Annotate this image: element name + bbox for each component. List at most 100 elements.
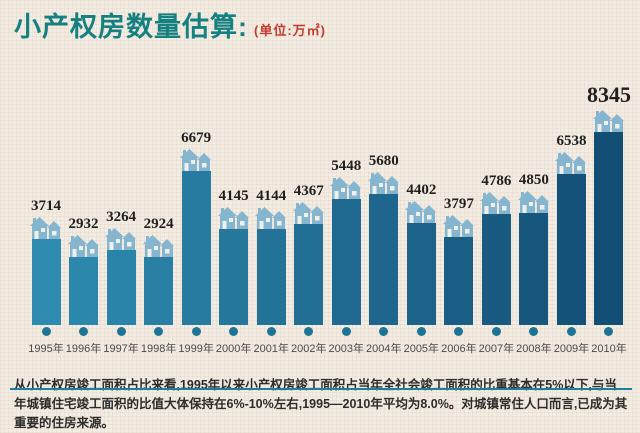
bar-stack: 4144 (255, 58, 287, 325)
axis-dot (116, 327, 126, 336)
bar-stack: 4850 (517, 58, 550, 325)
house-icon (367, 172, 399, 194)
value-label: 4367 (293, 183, 324, 199)
axis-dot (41, 327, 51, 336)
bar-column: 4367 2002年 (290, 58, 327, 356)
house-icon (217, 207, 249, 229)
value-label: 5680 (368, 153, 399, 169)
value-label: 8345 (586, 82, 631, 107)
page-title: 小产权房数量估算: (14, 12, 248, 42)
house-icon (30, 217, 61, 239)
year-label: 2001年 (253, 343, 289, 355)
year-label: 1999年 (178, 343, 214, 355)
bar-stack: 3714 (30, 58, 62, 325)
value-label: 4144 (256, 188, 287, 204)
bar (69, 257, 99, 325)
bar (106, 250, 136, 325)
year-label: 2002年 (290, 343, 327, 355)
house-icon (480, 192, 512, 214)
axis-dot (566, 327, 576, 336)
year-label: 2006年 (441, 343, 477, 355)
bar (481, 214, 511, 325)
bar-column: 4786 2007年 (479, 58, 514, 356)
house-icon (555, 152, 587, 174)
axis-dot (341, 327, 351, 336)
bar-stack: 5680 (367, 58, 400, 325)
axis-dot (416, 327, 426, 336)
bar-columns: 3714 1995年 2932 1996年 3264 1997年 2924 1998年 6679… (28, 58, 631, 356)
axis-dot (229, 327, 239, 336)
bar-column: 3797 2006年 (441, 58, 477, 356)
bar-column: 4145 2000年 (215, 58, 252, 356)
year-label: 1996年 (65, 343, 102, 355)
axis-dot (79, 327, 89, 336)
bar (444, 237, 474, 325)
bar (406, 223, 436, 325)
value-label: 5448 (331, 158, 362, 174)
bar-column: 4402 2005年 (404, 58, 439, 356)
bar-stack: 2932 (67, 58, 100, 325)
value-label: 2924 (143, 216, 174, 232)
house-icon (142, 235, 174, 257)
house-icon (442, 215, 474, 237)
axis-dot (454, 327, 464, 336)
year-label: 2004年 (366, 343, 402, 355)
value-label: 3714 (31, 198, 61, 214)
bar-stack: 3264 (105, 58, 137, 325)
bar-stack: 8345 (587, 58, 631, 325)
bar-column: 8345 2010年 (587, 58, 631, 356)
bar (294, 224, 324, 325)
house-icon (592, 110, 624, 132)
bar-column: 3264 1997年 (103, 58, 139, 356)
bar-stack: 4367 (292, 58, 325, 325)
axis-dot (529, 327, 539, 336)
axis-dot (266, 327, 276, 336)
value-label: 4145 (218, 188, 249, 204)
year-label: 2000年 (215, 343, 252, 355)
bar-stack: 2924 (142, 58, 175, 325)
house-icon (180, 149, 212, 171)
bar (556, 174, 586, 325)
axis-dot (604, 327, 614, 336)
year-label: 2009年 (553, 343, 590, 355)
bar-chart: 3714 1995年 2932 1996年 3264 1997年 2924 1998年 6679… (10, 58, 632, 390)
value-label: 4402 (406, 182, 437, 198)
unit-label: (单位:万㎡) (254, 23, 326, 38)
house-icon (105, 228, 137, 250)
bar (256, 229, 286, 325)
house-icon (292, 202, 324, 224)
axis-dot (379, 327, 389, 336)
house-icon (405, 201, 437, 223)
value-label: 2932 (68, 216, 99, 232)
bar-column: 6679 1999年 (178, 58, 214, 356)
value-label: 4786 (481, 173, 512, 189)
bar (31, 239, 61, 325)
year-label: 2003年 (328, 343, 364, 355)
year-label: 2008年 (516, 343, 552, 355)
year-label: 1997年 (103, 343, 139, 355)
bar-stack: 5448 (330, 58, 362, 325)
year-label: 2010年 (591, 343, 627, 355)
bar (519, 213, 549, 325)
axis-dot (491, 327, 501, 336)
axis-dot (154, 327, 164, 336)
bar (181, 171, 211, 325)
house-icon (67, 235, 99, 257)
bar-stack: 4145 (217, 58, 250, 325)
value-label: 3797 (443, 196, 474, 212)
bar-stack: 6538 (555, 58, 587, 325)
house-icon (255, 207, 287, 229)
bar-stack: 3797 (442, 58, 475, 325)
value-label: 6538 (556, 133, 587, 149)
x-axis-line (10, 388, 632, 390)
chart-header: 小产权房数量估算: (单位:万㎡) (14, 10, 326, 44)
value-label: 4850 (518, 172, 549, 188)
axis-dot (304, 327, 314, 336)
bar-column: 4144 2001年 (253, 58, 289, 356)
year-label: 1998年 (140, 343, 177, 355)
value-label: 3264 (106, 209, 137, 225)
house-icon (517, 191, 549, 213)
bar (594, 132, 624, 325)
bar (369, 194, 399, 325)
bar-column: 6538 2009年 (553, 58, 590, 356)
